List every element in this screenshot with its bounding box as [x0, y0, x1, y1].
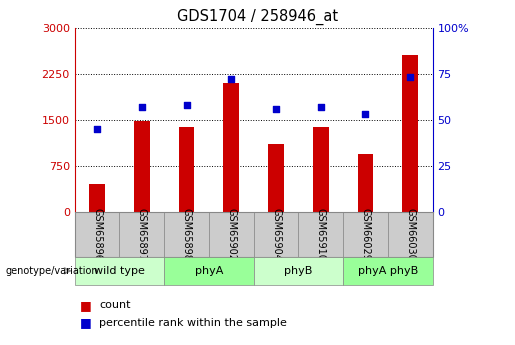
Bar: [253, 212, 298, 257]
Bar: [253, 257, 343, 285]
Text: GDS1704 / 258946_at: GDS1704 / 258946_at: [177, 9, 338, 25]
Bar: [134, 121, 150, 212]
Text: GSM65896: GSM65896: [92, 208, 102, 261]
Text: GSM65902: GSM65902: [226, 208, 236, 261]
Bar: [343, 212, 388, 257]
Text: GSM65910: GSM65910: [316, 208, 326, 261]
Text: phyA: phyA: [195, 266, 223, 276]
Text: GSM66029: GSM66029: [360, 208, 370, 261]
Point: [138, 104, 146, 110]
Text: ■: ■: [80, 299, 92, 312]
Point: [93, 126, 101, 132]
Point: [182, 102, 191, 108]
Point: [362, 111, 370, 117]
Point: [272, 106, 280, 111]
Bar: [164, 212, 209, 257]
Bar: [388, 212, 433, 257]
Point: [227, 77, 235, 82]
Bar: [179, 127, 194, 212]
Text: phyA phyB: phyA phyB: [358, 266, 418, 276]
Bar: [119, 212, 164, 257]
Text: genotype/variation: genotype/variation: [5, 266, 98, 276]
Bar: [268, 145, 284, 212]
Text: percentile rank within the sample: percentile rank within the sample: [99, 318, 287, 327]
Text: GSM65897: GSM65897: [137, 208, 147, 261]
Text: phyB: phyB: [284, 266, 313, 276]
Text: GSM66030: GSM66030: [405, 208, 415, 261]
Bar: [209, 212, 253, 257]
Text: count: count: [99, 300, 131, 310]
Bar: [75, 212, 119, 257]
Bar: [357, 154, 373, 212]
Bar: [224, 83, 239, 212]
Text: GSM65898: GSM65898: [181, 208, 192, 261]
Bar: [402, 55, 418, 212]
Text: GSM65904: GSM65904: [271, 208, 281, 261]
Text: ■: ■: [80, 316, 92, 329]
Bar: [75, 257, 164, 285]
Bar: [89, 185, 105, 212]
Text: wild type: wild type: [94, 266, 145, 276]
Bar: [298, 212, 343, 257]
Point: [317, 104, 325, 110]
Bar: [343, 257, 433, 285]
Bar: [164, 257, 253, 285]
Point: [406, 75, 415, 80]
Bar: [313, 127, 329, 212]
